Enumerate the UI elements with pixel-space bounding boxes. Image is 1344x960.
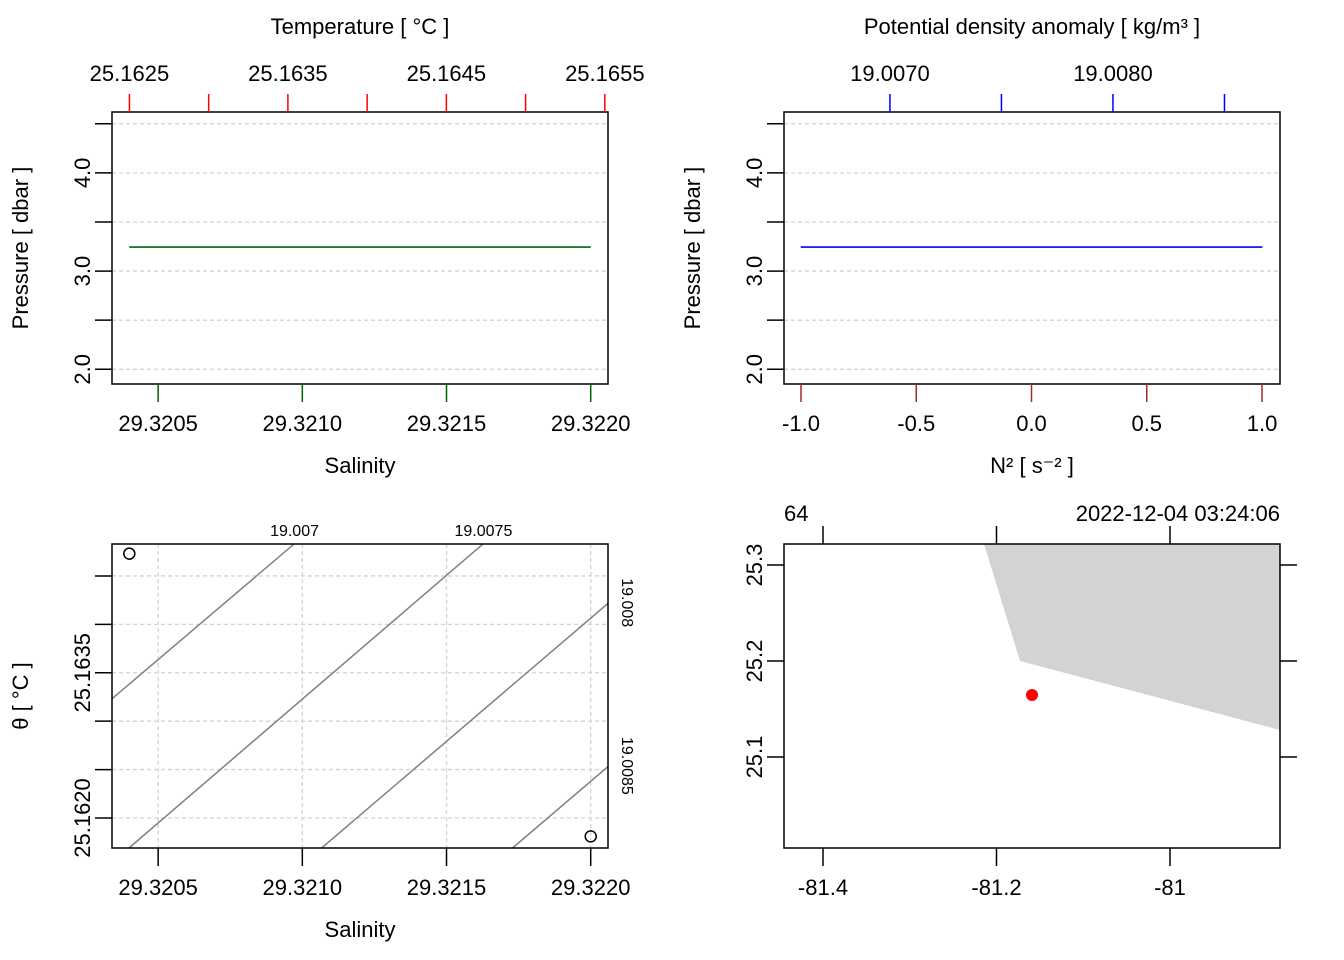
isopycnal [128,544,484,848]
y-axis-label: Pressure [ dbar ] [680,167,705,330]
x-tick-label: 29.3220 [551,411,631,436]
x-tick-label: 29.3205 [118,411,198,436]
time-label: 2022-12-04 03:24:06 [1076,501,1280,526]
y-tick-label: 25.1 [742,736,767,779]
y-tick-label: 4.0 [70,158,95,189]
isopycnal [321,602,608,848]
x2-tick-label: 25.1625 [90,61,170,86]
isopycnal-group [112,544,608,848]
y-tick-label: 25.1635 [70,633,95,713]
x2-tick-label: 25.1635 [248,61,328,86]
x-tick-label: 29.3220 [551,875,631,900]
x-tick-label: -81 [1154,875,1186,900]
y-tick-label: 3.0 [742,256,767,287]
x-tick-label: -1.0 [782,411,820,436]
station-label: 64 [784,501,808,526]
x-axis-label: Salinity [325,917,396,942]
ts-point [123,547,136,560]
x-tick-label: 29.3205 [118,875,198,900]
x2-tick-label: 19.0080 [1073,61,1153,86]
isopycnal-label: 19.0075 [455,523,513,540]
station-point [1026,689,1038,702]
isopycnal-label: 19.008 [618,578,635,627]
land [984,544,1280,730]
y-tick-label: 2.0 [70,354,95,385]
y-axis-label: θ [ °C ] [8,662,33,729]
x-axis-label: Salinity [325,453,396,478]
x-tick-label: 0.0 [1016,411,1047,436]
isopycnal-label: 19.0085 [618,737,635,795]
y-tick-label: 4.0 [742,158,767,189]
plot-frame [111,111,609,385]
x-axis-label: N² [ s⁻² ] [990,453,1074,478]
y-tick-label: 25.1620 [70,778,95,858]
ts-point [584,830,597,843]
x-tick-label: 29.3210 [263,875,343,900]
x2-tick-label: 25.1645 [407,61,487,86]
y-tick-label: 25.2 [742,640,767,683]
y-axis-label: Pressure [ dbar ] [8,167,33,330]
x-tick-label: -81.4 [798,875,848,900]
x-tick-label: 29.3215 [407,875,487,900]
x2-tick-label: 25.1655 [565,61,645,86]
plot-frame [783,543,1281,849]
plot-frame [111,543,609,849]
map-group [984,544,1280,730]
isopycnal [512,765,608,848]
x-tick-label: 0.5 [1131,411,1162,436]
x2-axis-label: Temperature [ °C ] [271,14,450,39]
x-tick-label: 29.3210 [263,411,343,436]
x-tick-label: 29.3215 [407,411,487,436]
isopycnal-label: 19.007 [270,523,319,540]
x-tick-label: -81.2 [971,875,1021,900]
x-tick-label: 1.0 [1247,411,1278,436]
x2-axis-label: Potential density anomaly [ kg/m³ ] [864,14,1200,39]
isopycnal [112,544,296,700]
x2-tick-label: 19.0070 [850,61,930,86]
x-tick-label: -0.5 [897,411,935,436]
y-tick-label: 25.3 [742,544,767,587]
y-tick-label: 2.0 [742,354,767,385]
y-tick-label: 3.0 [70,256,95,287]
